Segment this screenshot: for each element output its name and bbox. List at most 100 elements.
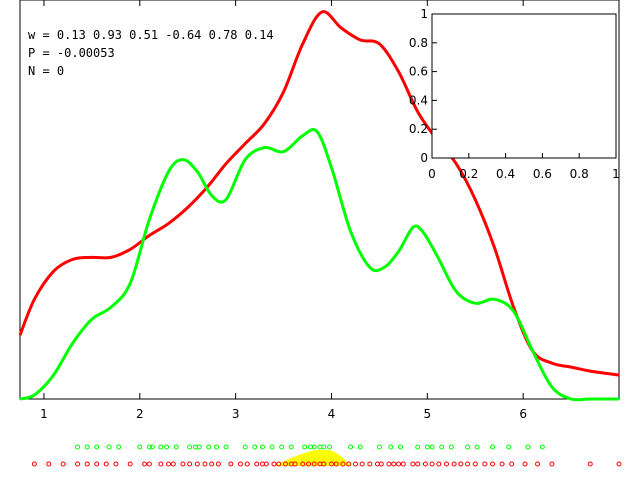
green-rug-marker (525, 444, 531, 450)
red-rug-marker (346, 461, 352, 467)
series-layer (18, 10, 620, 402)
green-rug-marker (357, 444, 363, 450)
red-rug-marker (113, 461, 119, 467)
green-rug-marker (302, 444, 308, 450)
green-rug-marker (259, 444, 265, 450)
red-rug-marker (142, 461, 148, 467)
red-rug-marker (328, 461, 334, 467)
green-rug-marker (146, 444, 152, 450)
green-rug-marker (376, 444, 382, 450)
red-rug-marker (202, 461, 208, 467)
main-x-axis: 1 2 3 4 5 6 (40, 0, 527, 421)
red-rug-marker (509, 461, 515, 467)
red-rug-marker (276, 461, 282, 467)
red-rug-marker (146, 461, 152, 467)
x-tick-label: 1 (40, 407, 48, 421)
red-rug-marker (340, 461, 346, 467)
red-rug-marker (158, 461, 164, 467)
green-rug-marker (311, 444, 317, 450)
inset-y-tick-label: 0.6 (409, 65, 428, 79)
green-rug-marker (474, 444, 480, 450)
n-value-line: N = 0 (28, 64, 64, 78)
red-rug-marker (616, 461, 622, 467)
red-rug-marker (244, 461, 250, 467)
inset-y-tick-label: 1 (420, 7, 428, 21)
inset-plot-frame (431, 13, 617, 159)
red-rug-marker (472, 461, 478, 467)
red-rug-marker (194, 461, 200, 467)
red-rug-marker (415, 461, 421, 467)
red-rug-marker (482, 461, 488, 467)
main-plot-frame (19, 0, 620, 400)
red-rug-marker (180, 461, 186, 467)
red-rug-marker (391, 461, 397, 467)
inset-x-tick-label: 0.8 (570, 167, 589, 181)
red-rug-marker (228, 461, 234, 467)
green-rug-marker (465, 444, 471, 450)
red-rug-marker (282, 461, 288, 467)
p-value-line: P = -0.00053 (28, 46, 115, 60)
red-rug-marker (422, 461, 428, 467)
green-rug-marker (242, 444, 248, 450)
inset-plot: 0 0.2 0.4 0.6 0.8 1 0 0.2 0.4 0.6 0.8 1 (409, 7, 620, 181)
green-rug-marker (539, 444, 545, 450)
red-rug-marker (458, 461, 464, 467)
green-rug-marker (84, 444, 90, 450)
inset-y-tick-label: 0 (420, 151, 428, 165)
inset-axes: 0 0.2 0.4 0.6 0.8 1 0 0.2 0.4 0.6 0.8 1 (409, 7, 620, 181)
green-rug-marker (388, 444, 394, 450)
green-rug-marker (269, 444, 275, 450)
weights-line: w = 0.13 0.93 0.51 -0.64 0.78 0.14 (28, 28, 274, 42)
inset-y-tick-label: 0.2 (409, 122, 428, 136)
red-rug-marker (549, 461, 555, 467)
green-rug-marker (415, 444, 421, 450)
green-rug-marker (94, 444, 100, 450)
red-series-line (18, 10, 620, 377)
inset-y-tick-label: 0.4 (409, 93, 428, 107)
inset-x-tick-label: 0 (428, 167, 436, 181)
x-tick-label: 5 (423, 407, 431, 421)
red-rug-marker (499, 461, 505, 467)
green-rug-marker (116, 444, 122, 450)
green-rug-marker (489, 444, 495, 450)
red-rug-marker (94, 461, 100, 467)
green-rug-marker (206, 444, 212, 450)
red-rug-marker (352, 461, 358, 467)
green-rug-marker (164, 444, 170, 450)
green-rug-marker (506, 444, 512, 450)
red-rug-marker (127, 461, 133, 467)
green-rug-marker (223, 444, 229, 450)
green-rug-marker (149, 444, 155, 450)
inset-x-tick-label: 0.6 (533, 167, 552, 181)
red-rug-marker (84, 461, 90, 467)
x-tick-label: 4 (328, 407, 336, 421)
red-rug-marker (237, 461, 243, 467)
inset-x-tick-label: 0.2 (459, 167, 478, 181)
red-rug-marker (305, 461, 311, 467)
red-rug-marker (209, 461, 215, 467)
red-rug-marker (429, 461, 435, 467)
red-rug-marker (333, 461, 339, 467)
inset-x-tick-label: 1 (612, 167, 620, 181)
x-tick-label: 3 (232, 407, 240, 421)
inset-y-tick-label: 0.8 (409, 36, 428, 50)
red-rug-marker (410, 461, 416, 467)
red-rug-marker (215, 461, 221, 467)
red-rug-marker (378, 461, 384, 467)
rug-layer (31, 444, 622, 467)
green-rug-marker (252, 444, 258, 450)
inset-x-tick-label: 0.4 (496, 167, 515, 181)
x-tick-label: 6 (519, 407, 527, 421)
red-rug-marker (170, 461, 176, 467)
red-rug-marker (300, 461, 306, 467)
red-rug-marker (103, 461, 109, 467)
x-tick-label: 2 (136, 407, 144, 421)
red-rug-marker (46, 461, 52, 467)
green-rug-marker (137, 444, 143, 450)
green-rug-marker (439, 444, 445, 450)
green-rug-marker (213, 444, 219, 450)
main-plot: 1 2 3 4 5 6 (18, 0, 622, 467)
red-rug-marker (489, 461, 495, 467)
red-rug-marker (400, 461, 406, 467)
